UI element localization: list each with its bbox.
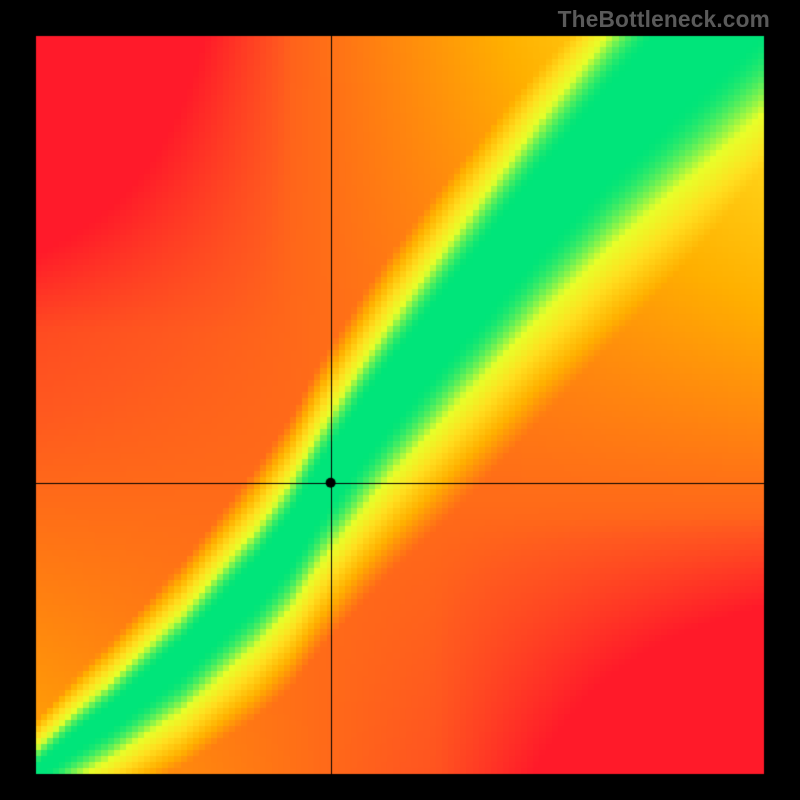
chart-frame: { "watermark": { "text": "TheBottleneck.… (0, 0, 800, 800)
bottleneck-heatmap (35, 35, 765, 775)
watermark-text: TheBottleneck.com (558, 6, 770, 33)
